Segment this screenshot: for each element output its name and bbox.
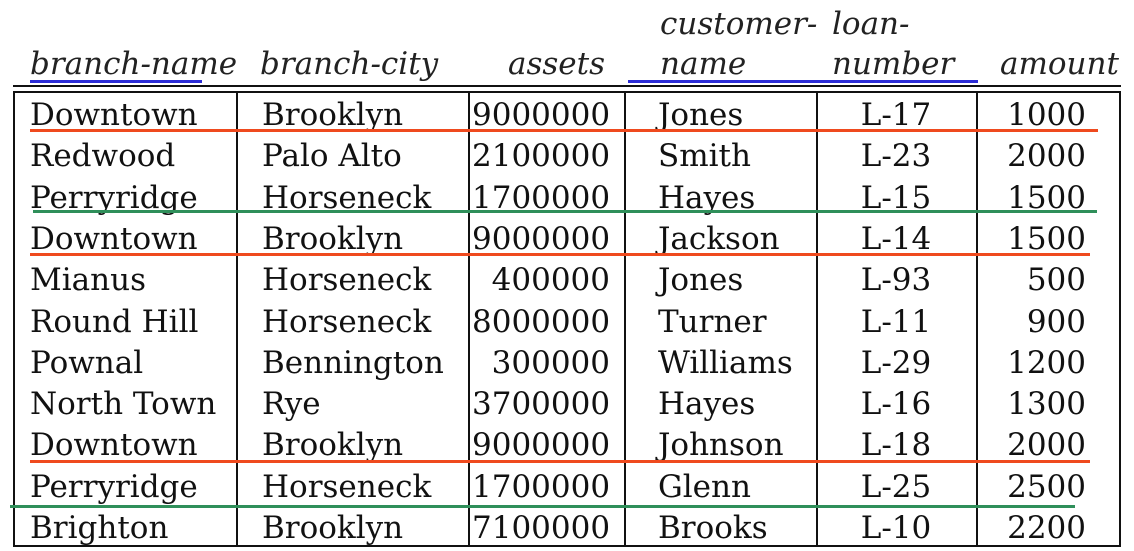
cell-customer-name: Turner bbox=[658, 303, 767, 340]
cell-loan-number: L-18 bbox=[860, 427, 932, 464]
cell-branch-name: Redwood bbox=[30, 138, 176, 175]
cell-branch-name: Mianus bbox=[30, 262, 146, 299]
cell-customer-name: Jones bbox=[658, 97, 744, 133]
cell-amount: 500 bbox=[1026, 262, 1086, 299]
column-divider bbox=[468, 91, 470, 547]
cell-assets: 9000000 bbox=[472, 427, 611, 464]
cell-branch-city: Brooklyn bbox=[262, 220, 404, 257]
cell-amount: 2000 bbox=[1007, 138, 1086, 175]
cell-customer-name: Johnson bbox=[658, 427, 784, 464]
cell-loan-number: L-15 bbox=[860, 179, 932, 216]
column-divider bbox=[816, 91, 818, 547]
cell-loan-number: L-23 bbox=[860, 138, 932, 175]
cell-assets: 7100000 bbox=[472, 510, 611, 546]
cell-amount: 1500 bbox=[1007, 179, 1086, 216]
header-amount: amount bbox=[1000, 46, 1119, 82]
cell-branch-name: North Town bbox=[30, 386, 217, 423]
cell-branch-city: Brooklyn bbox=[262, 427, 404, 464]
column-divider bbox=[624, 91, 626, 547]
cell-branch-name: Round Hill bbox=[30, 303, 199, 340]
cell-branch-name: Perryridge bbox=[30, 468, 198, 505]
cell-branch-name: Downtown bbox=[30, 220, 198, 257]
cell-loan-number: L-17 bbox=[860, 97, 932, 133]
cell-amount: 1500 bbox=[1007, 220, 1086, 257]
header-underline-customer-name bbox=[628, 80, 978, 83]
cell-assets: 8000000 bbox=[472, 303, 611, 340]
cell-loan-number: L-14 bbox=[860, 220, 932, 257]
cell-assets: 400000 bbox=[491, 262, 610, 299]
cell-amount: 1300 bbox=[1007, 386, 1086, 423]
header-branch-name: branch-name bbox=[30, 46, 238, 82]
relation-table bbox=[13, 91, 1121, 547]
header-underline-branch-name bbox=[30, 80, 202, 83]
cell-branch-city: Brooklyn bbox=[262, 510, 404, 546]
cell-loan-number: L-29 bbox=[860, 344, 932, 381]
header-customer-name: customer- name bbox=[660, 6, 818, 82]
header-loan-number: loan- number bbox=[832, 6, 955, 82]
cell-customer-name: Jackson bbox=[658, 220, 780, 257]
cell-branch-city: Palo Alto bbox=[262, 138, 402, 175]
cell-branch-city: Bennington bbox=[262, 344, 444, 381]
cell-branch-name: Brighton bbox=[30, 510, 169, 546]
cell-amount: 1000 bbox=[1007, 97, 1086, 133]
cell-assets: 9000000 bbox=[472, 97, 611, 133]
table-top-rule bbox=[13, 85, 1121, 87]
cell-assets: 300000 bbox=[491, 344, 610, 381]
cell-loan-number: L-93 bbox=[860, 262, 932, 299]
downtown-row-underline bbox=[30, 253, 1090, 256]
cell-amount: 2200 bbox=[1007, 510, 1086, 546]
cell-customer-name: Jones bbox=[658, 262, 744, 299]
cell-customer-name: Brooks bbox=[658, 510, 768, 546]
header-branch-city: branch-city bbox=[260, 46, 439, 82]
cell-loan-number: L-11 bbox=[860, 303, 932, 340]
cell-branch-city: Horseneck bbox=[262, 303, 432, 340]
cell-branch-city: Rye bbox=[262, 386, 321, 423]
cell-customer-name: Hayes bbox=[658, 386, 756, 423]
cell-branch-city: Horseneck bbox=[262, 468, 432, 505]
cell-assets: 1700000 bbox=[472, 179, 611, 216]
perryridge-row-underline bbox=[33, 210, 1097, 213]
cell-branch-name: Perryridge bbox=[30, 179, 198, 216]
cell-amount: 1200 bbox=[1007, 344, 1086, 381]
cell-branch-name: Downtown bbox=[30, 97, 198, 133]
cell-branch-city: Horseneck bbox=[262, 262, 432, 299]
cell-customer-name: Williams bbox=[658, 344, 793, 381]
cell-customer-name: Smith bbox=[658, 138, 751, 175]
cell-amount: 900 bbox=[1026, 303, 1086, 340]
cell-assets: 9000000 bbox=[472, 220, 611, 257]
downtown-row-underline bbox=[30, 129, 1098, 132]
cell-customer-name: Glenn bbox=[658, 468, 751, 505]
cell-amount: 2500 bbox=[1007, 468, 1086, 505]
cell-loan-number: L-16 bbox=[860, 386, 932, 423]
cell-assets: 1700000 bbox=[472, 468, 611, 505]
column-divider bbox=[236, 91, 238, 547]
cell-branch-name: Pownal bbox=[30, 344, 144, 381]
cell-branch-city: Horseneck bbox=[262, 179, 432, 216]
cell-loan-number: L-25 bbox=[860, 468, 932, 505]
cell-amount: 2000 bbox=[1007, 427, 1086, 464]
cell-assets: 2100000 bbox=[472, 138, 611, 175]
cell-loan-number: L-10 bbox=[860, 510, 932, 546]
cell-customer-name: Hayes bbox=[658, 179, 756, 216]
downtown-row-underline bbox=[30, 460, 1090, 463]
cell-assets: 3700000 bbox=[472, 386, 611, 423]
cell-branch-city: Brooklyn bbox=[262, 97, 404, 133]
column-divider bbox=[976, 91, 978, 547]
perryridge-row-underline bbox=[10, 505, 1075, 508]
cell-branch-name: Downtown bbox=[30, 427, 198, 464]
header-assets: assets bbox=[508, 46, 606, 82]
